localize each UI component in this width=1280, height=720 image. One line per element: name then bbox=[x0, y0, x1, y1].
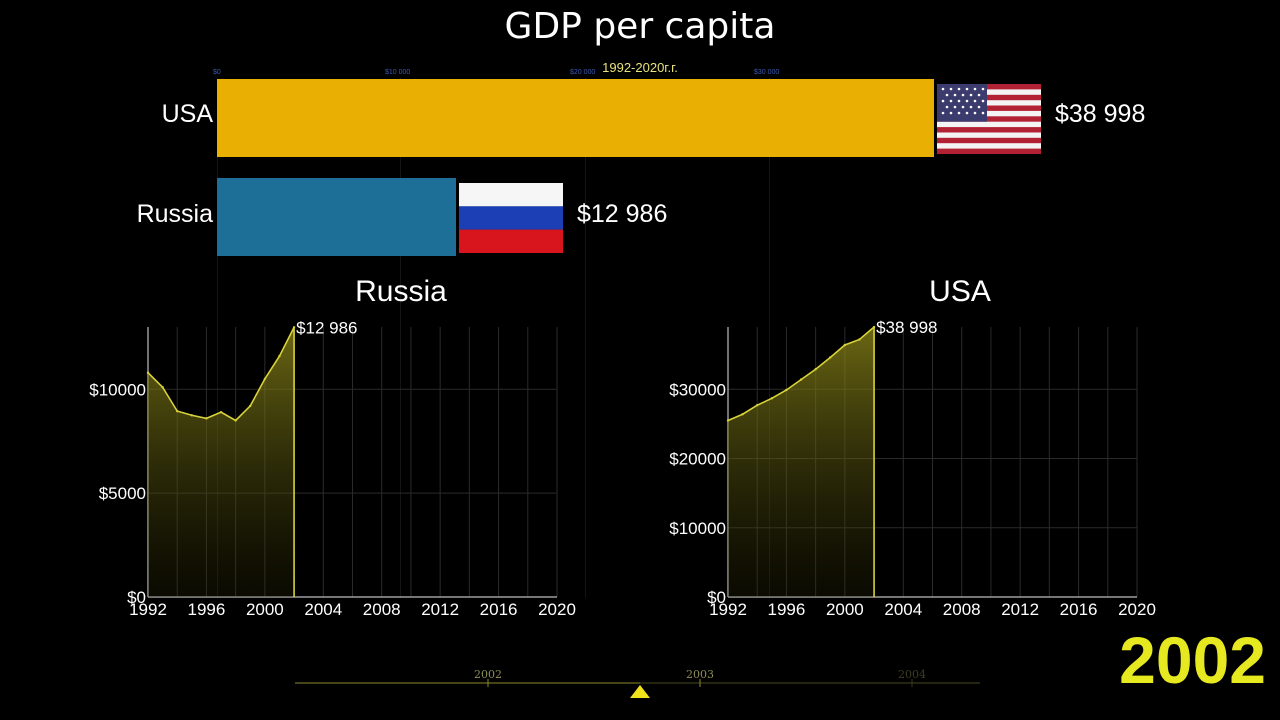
data-point bbox=[756, 404, 759, 407]
data-point bbox=[249, 404, 252, 408]
x-tick-label: 2000 bbox=[246, 600, 284, 619]
russia-flag-icon bbox=[459, 183, 563, 253]
data-point bbox=[146, 371, 150, 374]
x-tick-label: 2020 bbox=[538, 600, 576, 619]
timeline-year-2004: 2004 bbox=[898, 668, 926, 681]
x-tick-label: 2008 bbox=[943, 600, 981, 619]
bar-axis-tick: $20 000 bbox=[570, 69, 596, 76]
end-value-label: $12 986 bbox=[296, 318, 357, 337]
x-tick-label: 2016 bbox=[1060, 600, 1098, 619]
x-tick-label: 2012 bbox=[1001, 600, 1039, 619]
data-point bbox=[799, 378, 803, 381]
x-tick-label: 1996 bbox=[768, 600, 806, 619]
y-tick-label: $0 bbox=[707, 588, 726, 607]
bar-axis-tick: $0 bbox=[213, 69, 221, 76]
bar-label-usa: USA bbox=[161, 100, 213, 128]
x-tick-label: 2004 bbox=[884, 600, 922, 619]
y-tick-label: $30000 bbox=[669, 380, 726, 399]
data-point bbox=[205, 417, 208, 420]
timeline-year-2002: 2002 bbox=[474, 668, 502, 681]
x-tick-label: 1992 bbox=[709, 600, 747, 619]
data-point bbox=[219, 410, 223, 414]
bar-axis-grid-30000 bbox=[769, 78, 770, 598]
y-tick-label: $10000 bbox=[89, 380, 146, 399]
timeline-marker bbox=[630, 685, 650, 698]
x-tick-label: 1992 bbox=[129, 600, 167, 619]
data-point bbox=[858, 338, 861, 341]
y-tick-label: $5000 bbox=[99, 484, 146, 503]
bar-axis-tick: $30 000 bbox=[754, 69, 780, 76]
data-point bbox=[785, 388, 788, 392]
data-point bbox=[234, 419, 237, 422]
chart-subtitle: 1992-2020г.г. bbox=[602, 60, 678, 75]
data-point bbox=[190, 414, 194, 417]
bar-axis-grid-20000 bbox=[585, 78, 586, 598]
x-tick-label: 2016 bbox=[480, 600, 518, 619]
data-point bbox=[741, 413, 744, 416]
y-tick-label: $10000 bbox=[669, 519, 726, 538]
x-tick-label: 2012 bbox=[421, 600, 459, 619]
current-year: 2002 bbox=[1119, 623, 1266, 697]
usa-gdp-area-chart: $38 998 $0 $10000 $20000 $30000 1992 1996 2000 2… bbox=[669, 318, 1156, 619]
x-tick-label: 1996 bbox=[188, 600, 226, 619]
data-point bbox=[843, 343, 847, 347]
panel-title-russia: Russia bbox=[355, 275, 447, 308]
panel-title-usa: USA bbox=[929, 275, 991, 308]
data-point bbox=[814, 368, 817, 371]
x-tick-label: 2000 bbox=[826, 600, 864, 619]
bar-axis-grid-10000 bbox=[400, 78, 401, 598]
data-point bbox=[278, 354, 281, 358]
russia-gdp-area-chart: $12 986 $0 $5000 $10000 1992 1996 2000 2004 2008… bbox=[89, 318, 576, 619]
data-point bbox=[292, 326, 296, 329]
bar-axis-tick: $10 000 bbox=[385, 69, 411, 76]
bar-russia bbox=[217, 178, 456, 256]
data-point bbox=[263, 377, 267, 381]
bar-value-russia: $12 986 bbox=[577, 200, 668, 228]
data-point bbox=[829, 356, 832, 359]
data-point bbox=[872, 325, 876, 329]
x-tick-label: 2020 bbox=[1118, 600, 1156, 619]
us-flag-icon bbox=[937, 84, 1041, 154]
data-point bbox=[176, 409, 179, 413]
bar-axis-grid-0 bbox=[217, 78, 218, 598]
bar-usa bbox=[217, 79, 934, 157]
data-point bbox=[770, 397, 774, 400]
bar-value-usa: $38 998 bbox=[1055, 100, 1146, 128]
area-fill bbox=[728, 327, 875, 597]
y-tick-label: $0 bbox=[127, 588, 146, 607]
end-value-label: $38 998 bbox=[876, 318, 937, 337]
chart-title: GDP per capita bbox=[504, 6, 776, 47]
area-fill bbox=[148, 327, 295, 597]
data-point bbox=[161, 386, 164, 389]
bar-label-russia: Russia bbox=[136, 200, 213, 228]
timeline-year-2003: 2003 bbox=[686, 668, 714, 681]
timeline-slider[interactable] bbox=[290, 660, 990, 705]
x-tick-label: 2004 bbox=[304, 600, 342, 619]
data-point bbox=[726, 419, 730, 422]
x-tick-label: 2008 bbox=[363, 600, 401, 619]
y-tick-label: $20000 bbox=[669, 450, 726, 469]
